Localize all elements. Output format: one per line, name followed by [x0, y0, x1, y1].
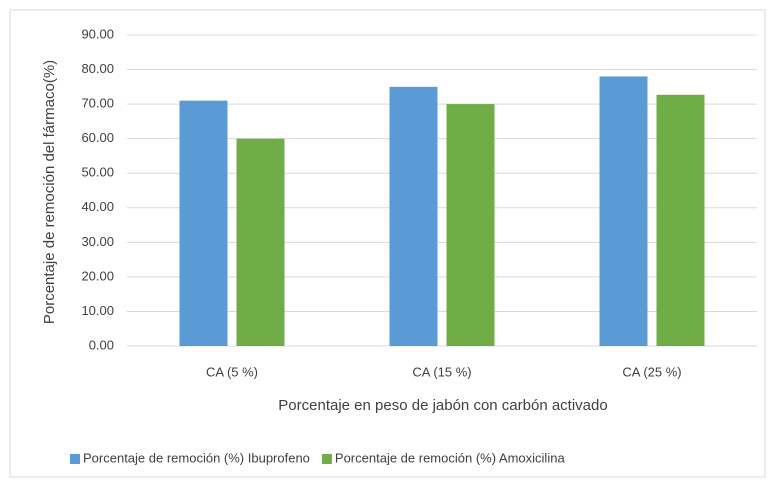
- y-tick-label: 60.00: [81, 130, 114, 145]
- y-tick-label: 80.00: [81, 61, 114, 76]
- y-tick-label: 50.00: [81, 165, 114, 180]
- y-tick-label: 40.00: [81, 199, 114, 214]
- legend-label: Porcentaje de remoción (%) Amoxicilina: [335, 450, 566, 465]
- y-axis-label: Porcentaje de remoción del fármaco(%): [41, 60, 58, 324]
- bar: [389, 86, 438, 346]
- y-tick-label: 20.00: [81, 268, 114, 283]
- bar: [179, 100, 228, 347]
- bar: [656, 94, 705, 346]
- bar: [446, 104, 495, 346]
- legend-label: Porcentaje de remoción (%) Ibuprofeno: [83, 450, 310, 465]
- y-tick-label: 10.00: [81, 303, 114, 318]
- x-tick-label: CA (25 %): [622, 364, 681, 379]
- legend-swatch: [321, 454, 332, 464]
- legend-swatch: [70, 454, 80, 464]
- bar: [599, 76, 648, 346]
- x-tick-label: CA (15 %): [412, 364, 471, 379]
- y-tick-label: 70.00: [81, 96, 114, 111]
- y-tick-label: 0.00: [89, 337, 114, 352]
- y-tick-label: 30.00: [81, 234, 114, 249]
- x-axis-label: Porcentaje en peso de jabón con carbón a…: [278, 397, 607, 414]
- y-tick-label: 90.00: [81, 26, 114, 41]
- bar: [236, 138, 285, 346]
- x-tick-label: CA (5 %): [206, 364, 258, 379]
